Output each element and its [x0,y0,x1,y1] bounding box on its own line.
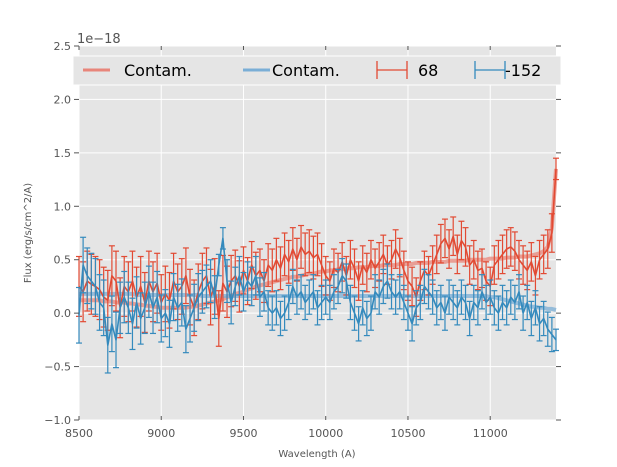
x-tick-label: 11000 [473,427,508,440]
axes: 8500 9000 9500 10000 10500 11000 −1.0 −0.5 0.0 0.… [44,40,561,440]
y-tick-label: 2.0 [54,93,72,106]
y-axis-label: Flux (erg/s/cm^2/A) [23,183,34,283]
series-line [78,237,557,346]
y-tick-label: 1.0 [54,200,72,213]
legend: Contam. Contam. 68 -152 [72,55,562,86]
y-tick-label: 0.0 [54,307,72,320]
y-tick-label: 0.5 [54,254,72,267]
x-tick-label: 10000 [308,427,343,440]
x-tick-label: 8500 [65,427,93,440]
y-tick-label: −0.5 [44,361,71,374]
series-line [78,168,557,320]
series-lines [76,157,559,374]
series--152 [76,227,559,374]
legend-label: Contam. [272,61,340,80]
x-tick-label: 9500 [229,427,257,440]
y-offset-label: 1e−18 [77,32,121,47]
x-tick-label: 9000 [147,427,175,440]
legend-label: Contam. [124,61,192,80]
x-tick-label: 10500 [390,427,425,440]
x-axis-label: Wavelength (A) [278,449,355,460]
legend-label: 68 [418,61,438,80]
y-tick-label: −1.0 [44,414,71,427]
legend-label: -152 [505,61,541,80]
y-tick-label: 1.5 [54,147,72,160]
y-tick-label: 2.5 [54,40,72,53]
